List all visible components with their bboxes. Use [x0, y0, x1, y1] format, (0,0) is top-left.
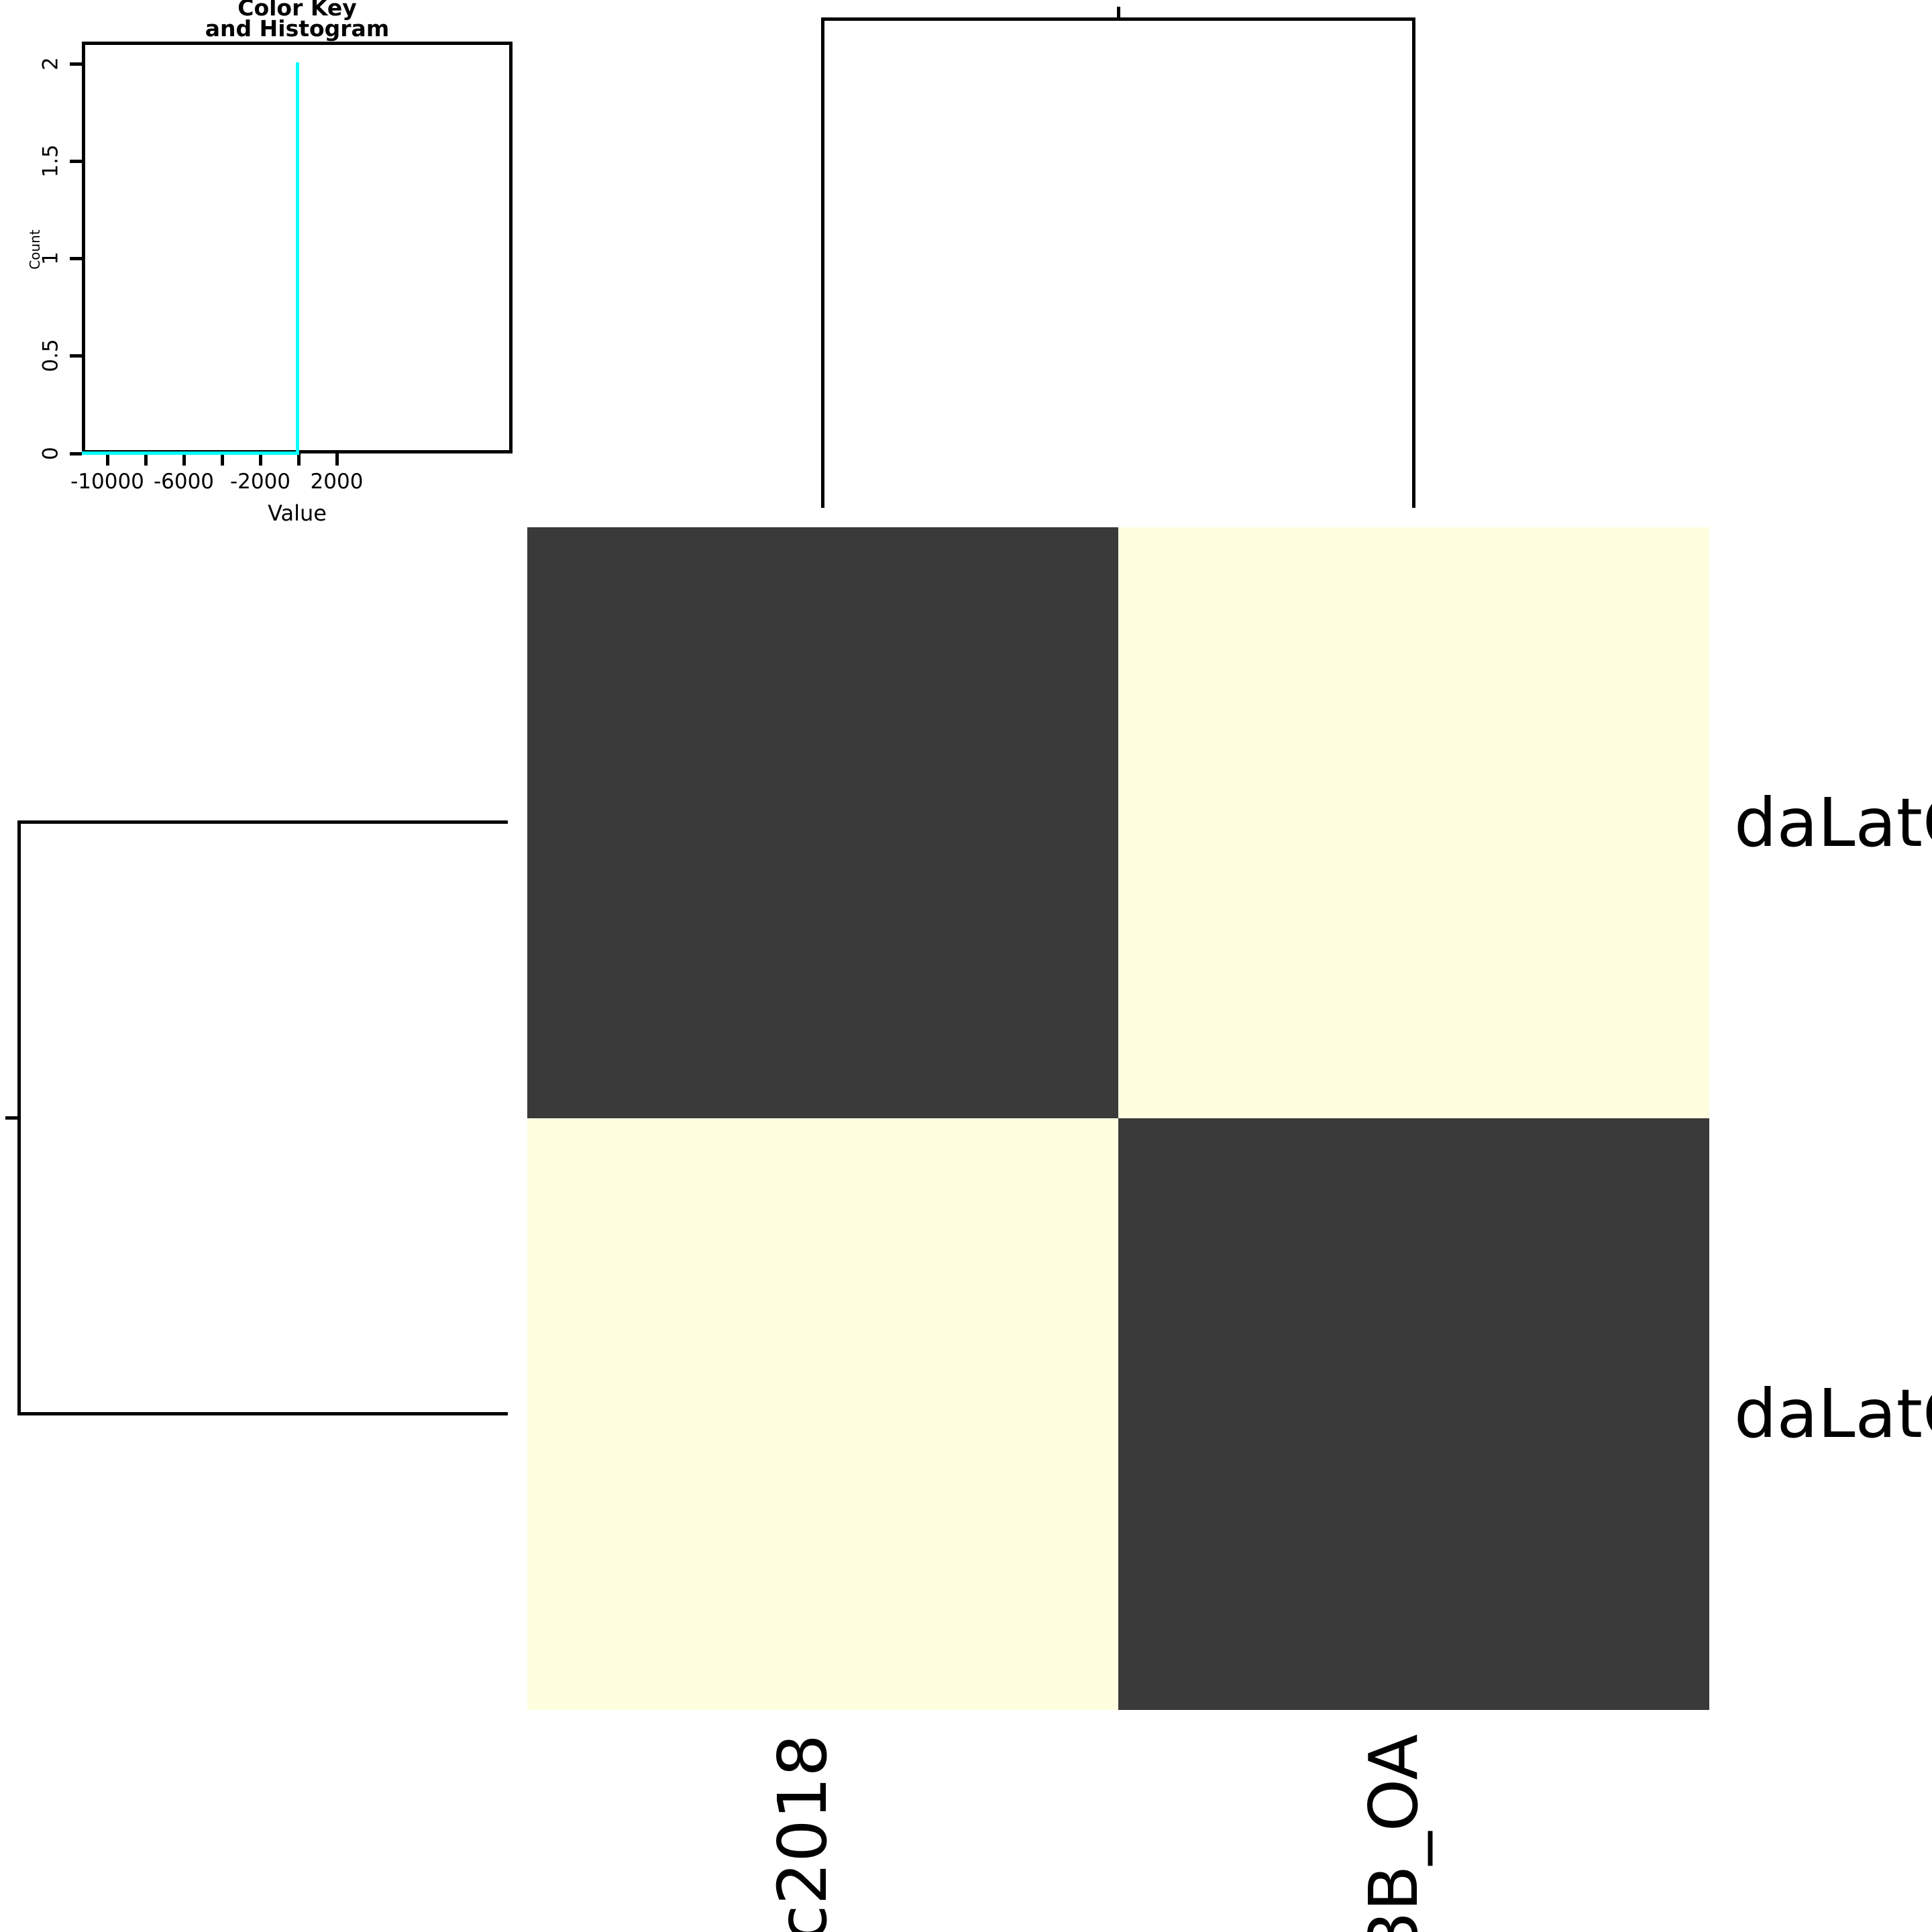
- column-label: c2018: [763, 1734, 842, 1932]
- heatmap-cell: [1118, 1118, 1709, 1710]
- x-axis-tick: [335, 453, 339, 466]
- y-axis-tick-label: 1: [38, 252, 63, 265]
- color-key-title-line2: and Histogram: [205, 15, 390, 42]
- count-axis-label: Count: [27, 229, 43, 270]
- row-dendrogram-branch-bottom: [17, 1412, 508, 1415]
- x-axis-tick-label: 2000: [310, 470, 364, 494]
- y-axis-tick: [70, 160, 82, 163]
- value-axis-label: Value: [268, 500, 327, 526]
- col-dendrogram-root: [1117, 7, 1120, 17]
- y-axis-tick: [70, 354, 82, 358]
- histogram-trace-spike: [296, 62, 299, 455]
- y-axis-tick: [70, 62, 82, 66]
- x-axis-tick: [144, 453, 148, 466]
- y-axis-tick-label: 0: [38, 447, 63, 460]
- x-axis-tick-label: -10000: [70, 470, 144, 494]
- x-axis-tick-label: -2000: [229, 470, 291, 494]
- y-axis-tick-label: 1.5: [38, 144, 63, 178]
- row-label: daLatC: [1734, 784, 1932, 862]
- x-axis-tick: [182, 453, 186, 466]
- x-axis-tick-label: -6000: [153, 470, 215, 494]
- x-axis-tick: [221, 453, 224, 466]
- row-dendrogram-root: [5, 1116, 17, 1120]
- row-label: daLatC: [1734, 1375, 1932, 1453]
- col-dendrogram-leg-right: [1412, 17, 1415, 508]
- color-key-title-line1: Color Key: [237, 0, 357, 21]
- row-dendrogram-trunk: [17, 820, 21, 1415]
- row-dendrogram-branch-top: [17, 820, 508, 824]
- col-dendrogram-leg-left: [821, 17, 824, 508]
- x-axis-tick: [297, 453, 301, 466]
- column-label: 3B_OA: [1354, 1734, 1433, 1932]
- col-dendrogram-bar: [821, 17, 1415, 21]
- y-axis-tick: [70, 257, 82, 260]
- heatmap-cell: [527, 1118, 1118, 1710]
- heatmap-cell: [527, 527, 1118, 1118]
- y-axis-tick: [70, 452, 82, 455]
- heatmap-cell: [1118, 527, 1709, 1118]
- x-axis-tick: [259, 453, 262, 466]
- y-axis-tick-label: 2: [38, 57, 63, 70]
- x-axis-tick: [106, 453, 109, 466]
- y-axis-tick-label: 0.5: [38, 339, 63, 372]
- histogram-trace-baseline: [82, 451, 299, 455]
